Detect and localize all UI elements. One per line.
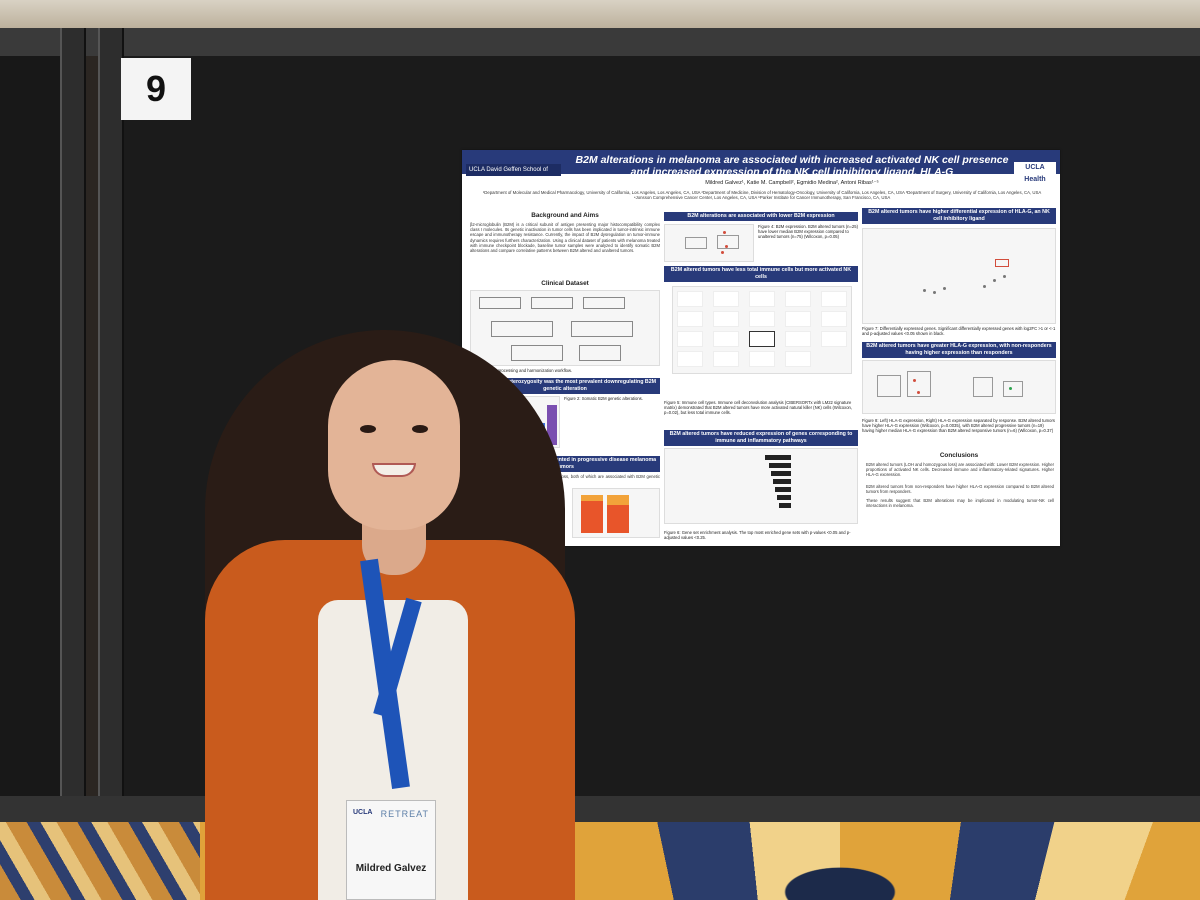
poster-header-band [462,150,1060,174]
frame-post-right [98,28,124,900]
figure-1-caption: Figure 1: Data processing and harmonizat… [470,368,572,373]
immune-cells-heading: B2M altered tumors have less total immun… [664,266,858,282]
figure-6-caption: Figure 6: Gene set enrichment analysis. … [664,530,851,541]
figure-5-caption: Figure 5: Immune cell types. Immune cell… [664,400,853,416]
figure-2-caption: Figure 2: Somatic B2M genetic alteration… [564,396,643,401]
conclusion-1: B2M altered tumors (LOH and homozygous l… [866,462,1054,476]
b2m-expression-boxplot [664,224,754,262]
carpet [0,822,1200,900]
booth-number-card: 9 [121,58,191,120]
poster-authors: Mildred Galvez¹, Katie M. Campbell², Egm… [705,180,879,186]
background-heading: Background and Aims [531,212,599,219]
hla-g-boxplots [862,360,1056,414]
ucla-medicine-logo: UCLA David Geffen School of Medicine [466,164,561,185]
badge-name: Mildred Galvez [355,863,427,874]
poster-affiliations: ¹Department of Molecular and Medical Pha… [482,190,1042,200]
hla-g-heading: B2M altered tumors have higher different… [862,208,1056,224]
adjacent-board [0,56,62,796]
pathways-heading: B2M altered tumors have reduced expressi… [664,430,858,446]
board-frame-top [0,28,1200,56]
conclusion-3: These results suggest that B2M alteratio… [866,498,1054,508]
person-left-eye [360,425,376,433]
non-responders-heading: B2M altered tumors have greater HLA-G ex… [862,342,1056,358]
person-right-eye [412,425,428,433]
conclusion-2: B2M altered tumors from non-responders h… [866,484,1054,494]
badge-event: RETREAT [380,809,429,819]
volcano-plot [862,228,1056,324]
conclusions-heading: Conclusions [939,452,979,459]
figure-8-caption: Figure 8: Left) HLA-G expression, Right)… [862,418,1055,434]
workflow-figure [470,290,660,366]
gsea-bar-chart [664,448,858,524]
immune-cell-boxplot-grid [672,286,852,374]
bar-unaltered [547,405,557,445]
figure-7-caption: Figure 7: Differentially expressed genes… [862,326,1056,337]
poster-title: B2M alterations in melanoma are associat… [575,154,1009,178]
ceiling [0,0,1200,32]
frame-post-left [60,28,86,900]
name-badge: UCLA RETREAT Mildred Galvez [346,800,436,900]
background-text: β2-microglobulin (B2M) is a critical sub… [470,222,660,254]
lower-expression-heading: B2M alterations are associated with lowe… [664,212,858,221]
board-frame-bottom [0,796,1200,822]
clinical-dataset-heading: Clinical Dataset [541,280,589,287]
carpet-pattern [0,822,200,900]
badge-logo: UCLA [353,809,373,816]
person-face [328,360,460,530]
ucla-health-logo: UCLA Health [1014,162,1056,183]
figure-4-caption: Figure 4: B2M expression. B2M altered tu… [758,224,858,240]
response-stacked-bars [572,488,660,538]
